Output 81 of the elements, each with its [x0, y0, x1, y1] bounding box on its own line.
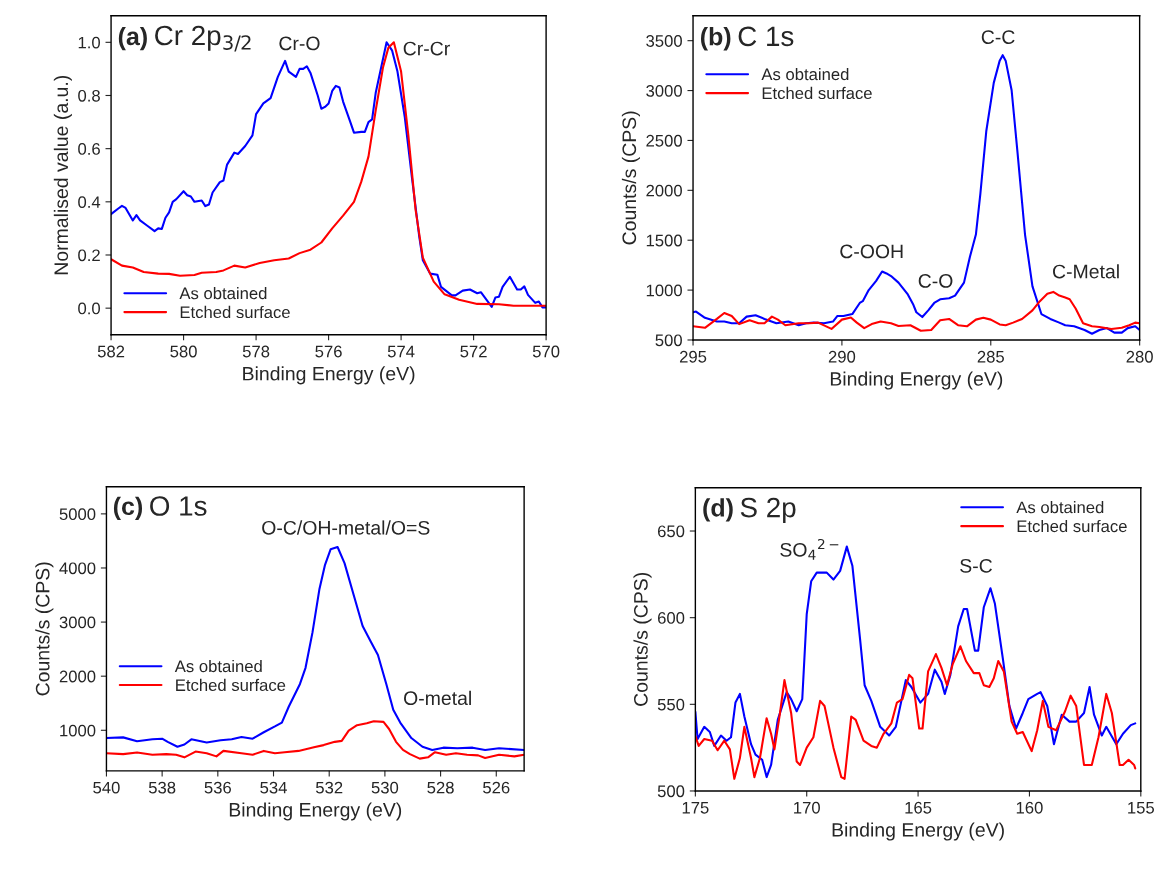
x-tick-label: 295: [679, 350, 707, 363]
legend-label: Etched surface: [180, 305, 290, 319]
x-tick-label: 574: [387, 345, 415, 358]
x-tick-label: 540: [93, 781, 120, 794]
y-tick-label: 500: [657, 785, 685, 798]
y-tick-label: 550: [657, 698, 685, 711]
y-tick-label: 2000: [646, 184, 682, 197]
x-tick-label: 170: [794, 801, 820, 814]
annotation: Cr-O: [279, 36, 320, 51]
legend-label: Etched surface: [762, 86, 872, 100]
y-axis-title: Counts/s (CPS): [35, 562, 54, 696]
y-axis-title: Counts/s (CPS): [633, 573, 652, 706]
y-tick-label: 3000: [646, 84, 682, 97]
x-tick-label: 532: [315, 781, 343, 794]
chart-title: (d) S 2p: [703, 497, 796, 523]
y-tick-label: 2000: [59, 670, 96, 683]
legend-label: As obtained: [174, 659, 262, 673]
annotation: Cr-Cr: [403, 41, 450, 56]
line-series: [106, 720, 525, 760]
legend-label: As obtained: [179, 287, 267, 300]
x-tick-label: 290: [828, 350, 856, 363]
line-series: [693, 290, 1140, 332]
y-tick-label: 650: [657, 525, 685, 538]
x-tick-label: 280: [1126, 350, 1153, 363]
x-tick-label: 580: [170, 345, 197, 358]
y-tick-label: 3000: [59, 616, 96, 629]
x-axis-title: Binding Energy (eV): [243, 366, 415, 385]
annotation: C-C: [981, 30, 1015, 44]
annotation: SO$_{4}$$^{2−}$: [780, 538, 839, 560]
annotation: O-metal: [404, 690, 471, 706]
annotation: S-C: [960, 558, 992, 573]
y-tick-label: 4000: [59, 562, 96, 575]
x-tick-label: 578: [242, 345, 270, 358]
x-tick-label: 538: [148, 781, 176, 794]
y-tick-label: 0.8: [78, 89, 100, 102]
x-tick-label: 160: [1016, 801, 1043, 814]
x-tick-label: 528: [427, 781, 454, 794]
line-series: [106, 546, 525, 751]
x-tick-label: 155: [1128, 802, 1155, 814]
x-tick-label: 526: [483, 781, 510, 794]
y-tick-label: 1000: [646, 284, 682, 297]
legend-label: Etched surface: [176, 678, 286, 692]
y-axis-title: Counts/s (CPS): [621, 111, 640, 245]
x-axis-title: Binding Energy (eV): [229, 802, 402, 821]
legend-label: As obtained: [761, 67, 849, 81]
x-tick-label: 582: [97, 345, 125, 358]
annotation: C-O: [918, 274, 953, 288]
y-tick-label: 600: [657, 612, 685, 624]
x-tick-label: 534: [260, 781, 287, 794]
x-tick-label: 175: [682, 802, 709, 814]
x-tick-label: 285: [977, 350, 1004, 363]
y-tick-label: 1500: [646, 234, 682, 247]
y-tick-label: 0.4: [78, 196, 101, 209]
x-axis-title: Binding Energy (eV): [830, 371, 1003, 390]
x-tick-label: 530: [371, 781, 399, 794]
chart-title: (a) Cr 2p$_{3/2}$: [118, 25, 251, 52]
y-axis-title: Normalised value (a.u.): [53, 75, 72, 275]
legend-label: Etched surface: [1017, 519, 1127, 533]
y-tick-label: 3500: [646, 35, 682, 47]
legend-label: As obtained: [1016, 501, 1104, 514]
line-series: [695, 645, 1137, 780]
annotation: O-C/OH-metal/O=S: [262, 520, 430, 535]
chart-title: (b) C 1s: [700, 26, 794, 51]
line-series: [693, 54, 1140, 335]
y-tick-label: 500: [655, 334, 682, 347]
x-tick-label: 576: [315, 345, 342, 358]
y-tick-label: 1000: [60, 724, 96, 737]
y-tick-label: 0.6: [78, 143, 100, 155]
annotation: C-OOH: [840, 244, 903, 259]
y-tick-label: 0.0: [78, 302, 101, 315]
x-tick-label: 536: [204, 781, 231, 794]
x-tick-label: 572: [460, 345, 487, 358]
x-axis-title: Binding Energy (eV): [832, 822, 1004, 841]
y-tick-label: 2500: [646, 134, 682, 147]
y-tick-label: 0.2: [78, 249, 100, 262]
y-tick-label: 5000: [59, 508, 96, 521]
y-tick-label: 1.0: [78, 36, 101, 49]
x-tick-label: 570: [532, 345, 560, 358]
chart-title: (c) O 1s: [113, 496, 207, 521]
x-tick-label: 165: [905, 801, 932, 814]
annotation: C-Metal: [1053, 264, 1119, 279]
